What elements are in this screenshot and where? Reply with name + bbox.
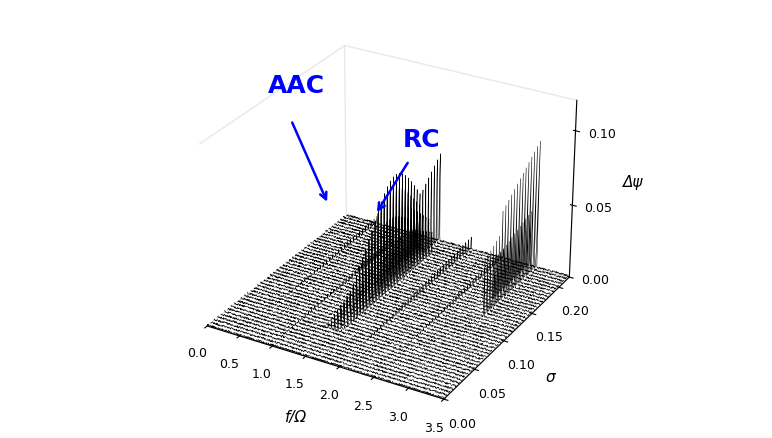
X-axis label: f/Ω: f/Ω xyxy=(285,410,307,425)
Text: RC: RC xyxy=(402,128,440,152)
Text: AAC: AAC xyxy=(267,74,324,98)
Y-axis label: σ: σ xyxy=(545,370,555,385)
